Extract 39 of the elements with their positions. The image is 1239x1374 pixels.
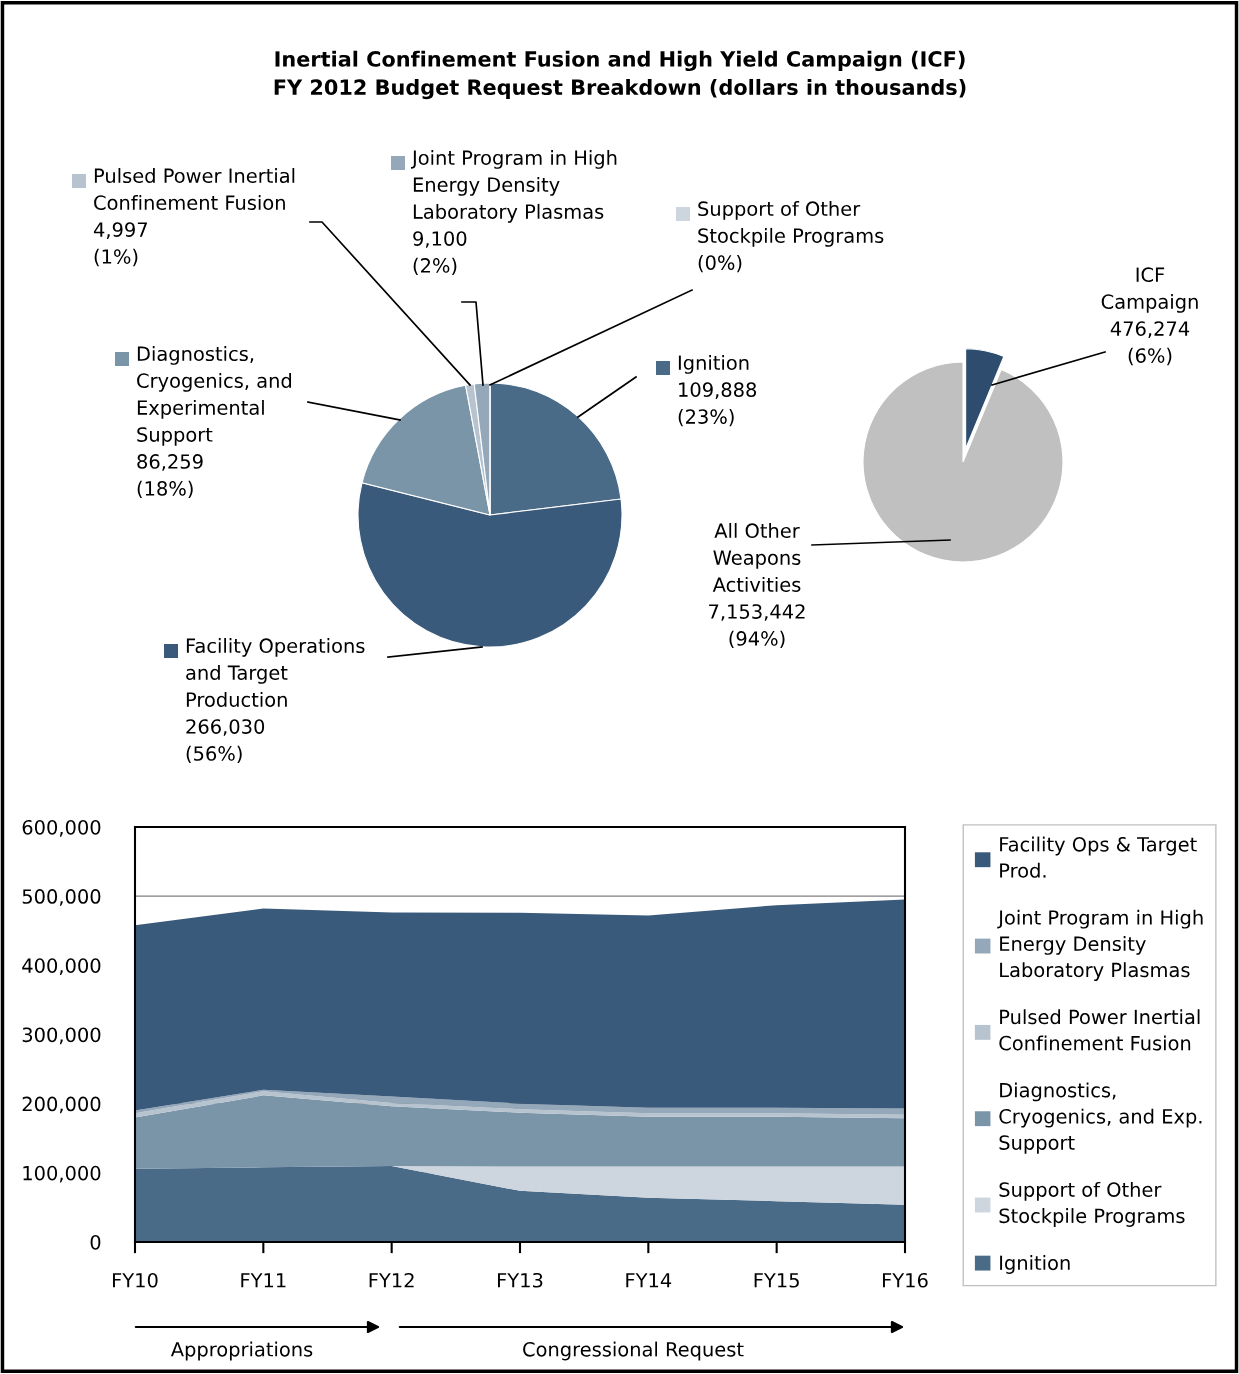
data-label: 476,274 (6%) (1110, 321, 1190, 366)
legend-label: Support of Other Stockpile Programs (698, 201, 884, 247)
y-tick-label: 500,000 (22, 889, 101, 906)
x-tick-label: FY16 (883, 1272, 928, 1288)
data-label: 9,100 (2%) (413, 231, 467, 276)
x-tick-label: FY11 (241, 1273, 286, 1288)
text: (0%) (698, 254, 742, 273)
legend-label: Facility Operations and Target Production (186, 638, 365, 707)
y-tick-label: 100,000 (23, 1165, 101, 1183)
legend-label: Diagnostics, Cryogenics, and Exp. Support (999, 1082, 1202, 1154)
legend-label: Facility Ops & Target Prod. (1000, 836, 1197, 878)
y-tick-label: 0 (90, 1234, 101, 1250)
y-tick-label: 400,000 (22, 958, 101, 975)
data-label: 86,259 (18%) (137, 454, 203, 499)
x-tick-label: FY15 (754, 1273, 799, 1288)
chart-title: Inertial Confinement Fusion and High Yield Campaign (ICF) FY 2012 Budget Request Breakdown (dollars in thousands) (274, 50, 966, 100)
y-tick-label: 600,000 (22, 819, 101, 837)
y-tick-label: 300,000 (22, 1027, 101, 1045)
legend-label: Support of Other Stockpile Programs (999, 1181, 1185, 1227)
data-label: 7,153,442 (94%) (709, 604, 805, 649)
legend-label: Pulsed Power Inertial Confinement Fusion (999, 1009, 1200, 1051)
data-label: 4,997 (1%) (93, 222, 147, 267)
x-tick-label: FY13 (498, 1272, 543, 1288)
slice-label: All Other Weapons Activities (712, 523, 801, 592)
x-tick-label: FY10 (113, 1272, 158, 1288)
legend-label: Diagnostics, Cryogenics, and Experimental Support (137, 346, 291, 446)
text: Appropriations (170, 1341, 313, 1361)
legend-label: Ignition (678, 355, 749, 374)
legend-label: Joint Program in High Energy Density Laboratory Plasmas (410, 150, 617, 223)
legend-label: Joint Program in High Energy Density Laboratory Plasmas (997, 909, 1203, 982)
y-tick-label: 200,000 (22, 1096, 101, 1114)
legend-label: Pulsed Power Inertial Confinement Fusion (94, 168, 295, 210)
data-label: 266,030 (56%) (186, 719, 265, 764)
x-tick-label: FY14 (626, 1273, 672, 1288)
text: Congressional Request (523, 1341, 744, 1361)
x-tick-label: FY12 (369, 1272, 414, 1288)
data-label: 109,888 (23%) (678, 382, 757, 427)
slice-label: ICF Campaign (1101, 267, 1198, 313)
legend-label: Ignition (1000, 1255, 1070, 1274)
